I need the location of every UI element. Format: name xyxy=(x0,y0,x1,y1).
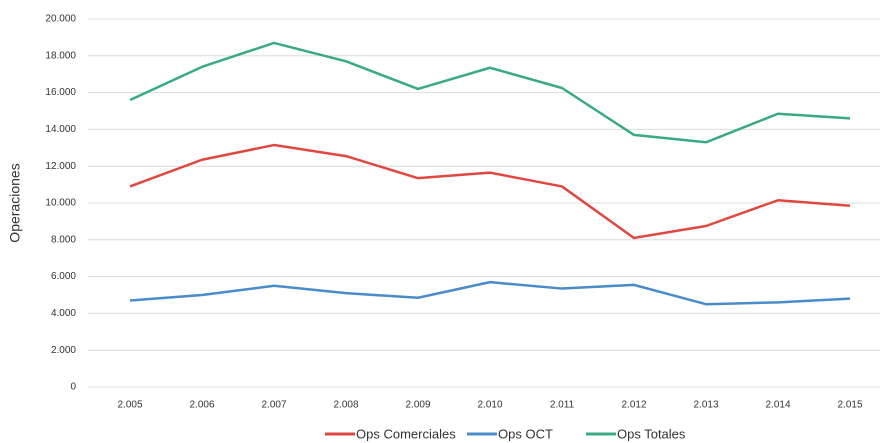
line-series xyxy=(129,280,851,306)
y-tick-label: 14.000 xyxy=(45,124,76,135)
x-tick-label: 2.013 xyxy=(693,400,718,411)
x-tick-label: 2.005 xyxy=(117,400,142,411)
x-tick-label: 2.008 xyxy=(333,400,358,411)
y-tick-label: 12.000 xyxy=(45,161,76,172)
x-tick-label: 2.011 xyxy=(550,400,575,411)
y-tick-label: 18.000 xyxy=(45,50,76,61)
x-tick-label: 2.014 xyxy=(765,400,790,411)
legend-label: Ops OCT xyxy=(498,426,553,441)
y-tick-label: 16.000 xyxy=(45,87,76,98)
x-tick-label: 2.009 xyxy=(405,400,430,411)
line-series xyxy=(129,41,851,144)
legend-label: Ops Totales xyxy=(617,426,686,441)
y-tick-label: 20.000 xyxy=(45,14,76,25)
y-tick-label: 8.000 xyxy=(51,234,76,245)
y-tick-label: 10.000 xyxy=(45,198,76,209)
y-axis-label: Operaciones xyxy=(7,163,23,242)
x-tick-label: 2.012 xyxy=(621,400,646,411)
y-tick-label: 6.000 xyxy=(51,271,76,282)
line-series xyxy=(129,143,851,240)
x-tick-label: 2.006 xyxy=(189,400,214,411)
legend-label: Ops Comerciales xyxy=(356,426,456,441)
x-tick-label: 2.010 xyxy=(477,400,502,411)
y-tick-label: 4.000 xyxy=(51,308,76,319)
y-tick-label: 2.000 xyxy=(51,345,76,356)
y-tick-label: 0 xyxy=(70,382,76,393)
x-tick-label: 2.015 xyxy=(837,400,862,411)
x-tick-label: 2.007 xyxy=(261,400,286,411)
